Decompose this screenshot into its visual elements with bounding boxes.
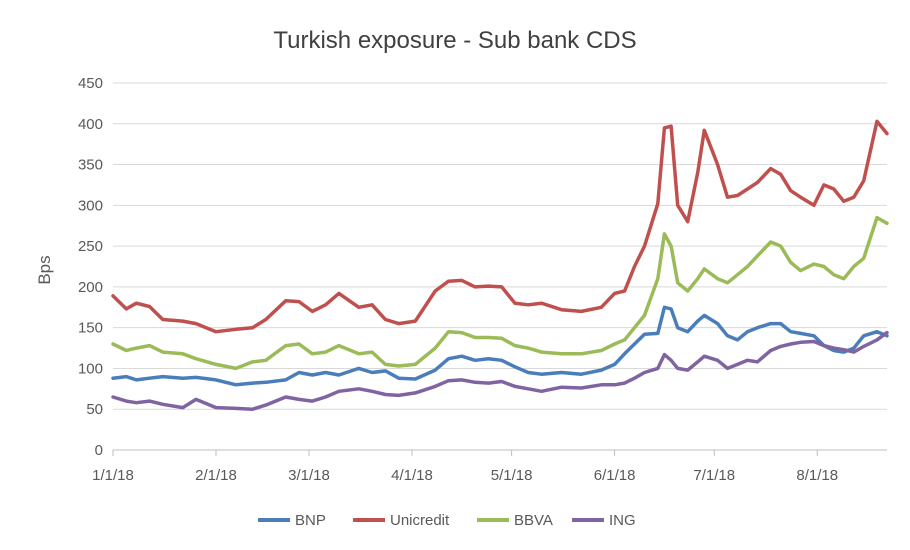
y-tick-label: 150 bbox=[78, 320, 103, 337]
x-axis-ticks: 1/1/18 2/1/18 3/1/18 4/1/18 5/1/18 6/1/18 7/1/… bbox=[92, 450, 838, 484]
legend-label-unicredit: Unicredit bbox=[390, 512, 450, 529]
x-tick-label: 3/1/18 bbox=[288, 467, 330, 484]
x-tick-label: 4/1/18 bbox=[391, 467, 433, 484]
y-tick-label: 250 bbox=[78, 238, 103, 255]
series-line-bnp bbox=[111, 305, 889, 387]
series-line-ing bbox=[111, 330, 889, 411]
y-tick-label: 0 bbox=[95, 442, 103, 459]
legend-label-bnp: BNP bbox=[295, 512, 326, 529]
legend-label-bbva: BBVA bbox=[514, 512, 553, 529]
y-tick-label: 450 bbox=[78, 75, 103, 92]
x-tick-label: 6/1/18 bbox=[594, 467, 636, 484]
series-line-bbva bbox=[111, 215, 889, 371]
y-tick-label: 50 bbox=[86, 401, 103, 418]
y-tick-label: 300 bbox=[78, 197, 103, 214]
legend: BNP Unicredit BBVA ING bbox=[258, 512, 636, 529]
series-lines bbox=[111, 119, 889, 411]
x-tick-label: 1/1/18 bbox=[92, 467, 134, 484]
y-tick-label: 200 bbox=[78, 279, 103, 296]
x-tick-label: 2/1/18 bbox=[195, 467, 237, 484]
chart-title: Turkish exposure - Sub bank CDS bbox=[273, 27, 636, 54]
y-tick-label: 350 bbox=[78, 157, 103, 174]
legend-label-ing: ING bbox=[609, 512, 636, 529]
y-axis-ticks: 0 50 100 150 200 250 300 350 400 450 bbox=[78, 75, 103, 459]
y-axis-title: Bps bbox=[35, 255, 54, 284]
x-tick-label: 8/1/18 bbox=[796, 467, 838, 484]
series-line-unicredit bbox=[111, 119, 889, 334]
y-tick-label: 400 bbox=[78, 116, 103, 133]
x-tick-label: 5/1/18 bbox=[491, 467, 533, 484]
x-tick-label: 7/1/18 bbox=[693, 467, 735, 484]
y-tick-label: 100 bbox=[78, 360, 103, 377]
